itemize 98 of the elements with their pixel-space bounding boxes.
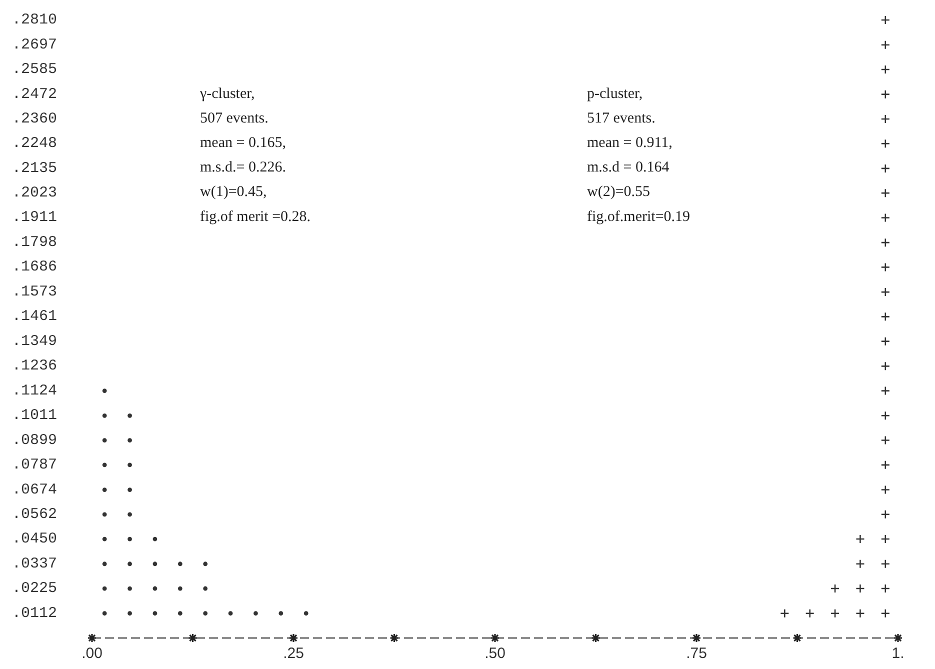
y-tick-label: .2472 (12, 86, 58, 103)
point (856, 534, 865, 544)
point (880, 188, 890, 198)
y-tick-label: .0112 (12, 604, 58, 622)
x-tick-label: .75 (686, 645, 707, 662)
y-tick-label: .0899 (12, 432, 58, 449)
point (102, 562, 107, 566)
y-tick-label: .1686 (12, 258, 58, 276)
point (880, 114, 890, 124)
point (880, 386, 890, 396)
y-tick-label: .0450 (12, 530, 58, 548)
point (856, 584, 865, 594)
point (178, 611, 182, 616)
point (880, 559, 890, 569)
y-tick-label: .2697 (12, 36, 58, 54)
y-tick-label: .1798 (12, 234, 58, 252)
point (780, 608, 790, 618)
point (102, 586, 107, 591)
y-tick-label: .2585 (12, 60, 58, 78)
point (254, 611, 258, 616)
y-tick-label: .0562 (12, 506, 58, 523)
y-tick-label: .1349 (12, 332, 58, 350)
point (128, 438, 132, 442)
point (880, 40, 890, 50)
y-tick-label: .1124 (12, 382, 58, 400)
point (830, 608, 840, 618)
point (128, 413, 132, 418)
y-tick-label: .0787 (12, 456, 58, 474)
point (128, 611, 132, 616)
y-tick-label: .1911 (12, 209, 58, 226)
point (880, 164, 890, 174)
point (880, 411, 890, 420)
point (880, 534, 890, 544)
point (128, 462, 132, 468)
y-tick-label: .1573 (12, 284, 58, 301)
point (880, 213, 890, 222)
y-tick-label: .2135 (12, 160, 58, 177)
point (152, 536, 158, 542)
point (128, 536, 132, 542)
point (278, 611, 284, 616)
point (203, 611, 208, 616)
point (102, 512, 107, 517)
point (128, 562, 132, 566)
point (228, 611, 233, 616)
y-tick-label: .0337 (12, 555, 58, 572)
point (880, 287, 890, 297)
point (880, 485, 890, 494)
point (102, 488, 107, 492)
annotation: p-cluster, 517 events. mean = 0.911, m.s.d = 0.164 w(2)=0.55 fig.of.merit=0.19 (587, 86, 690, 225)
y-tick-label: .2248 (12, 135, 58, 152)
point (880, 584, 890, 594)
point (856, 559, 865, 569)
y-tick-label: .1236 (12, 358, 58, 375)
point (880, 362, 890, 371)
point (102, 462, 107, 468)
point (102, 611, 107, 616)
point (880, 312, 890, 322)
point (880, 608, 890, 618)
point (880, 436, 890, 445)
point (880, 460, 890, 470)
x-tick-label: .50 (484, 645, 506, 662)
point (880, 138, 890, 148)
point (880, 90, 890, 99)
y-tick-label: .1461 (12, 308, 58, 326)
point (805, 608, 814, 618)
y-tick-label: .2023 (12, 184, 58, 202)
point (856, 608, 865, 618)
point (178, 586, 182, 591)
point (102, 438, 107, 442)
point (880, 262, 890, 272)
y-tick-label: .0674 (12, 481, 58, 498)
point (152, 562, 158, 566)
x-tick-label: 1. (892, 645, 904, 662)
y-tick-label: .1011 (12, 407, 58, 424)
point (880, 336, 890, 346)
point (203, 586, 208, 591)
annotation: γ-cluster, 507 events. mean = 0.165, m.s.d.= 0.226. w(1)=0.45, fig.of merit =0.28. (199, 86, 311, 225)
point (203, 562, 208, 566)
point (880, 15, 890, 25)
point (102, 536, 107, 542)
point (880, 238, 890, 248)
point (128, 586, 132, 591)
point (102, 388, 107, 393)
point (152, 611, 158, 616)
y-tick-label: .2360 (12, 110, 58, 128)
point (128, 488, 132, 492)
x-tick-label: .25 (283, 645, 304, 662)
point (102, 413, 107, 418)
point (304, 611, 308, 616)
point (830, 584, 840, 594)
point (880, 510, 890, 520)
y-tick-label: .0225 (12, 580, 58, 598)
point (128, 512, 132, 517)
point (880, 64, 890, 74)
point (152, 586, 158, 591)
x-tick-label: .00 (82, 645, 102, 662)
y-tick-label: .2810 (12, 12, 58, 28)
point (178, 562, 182, 566)
